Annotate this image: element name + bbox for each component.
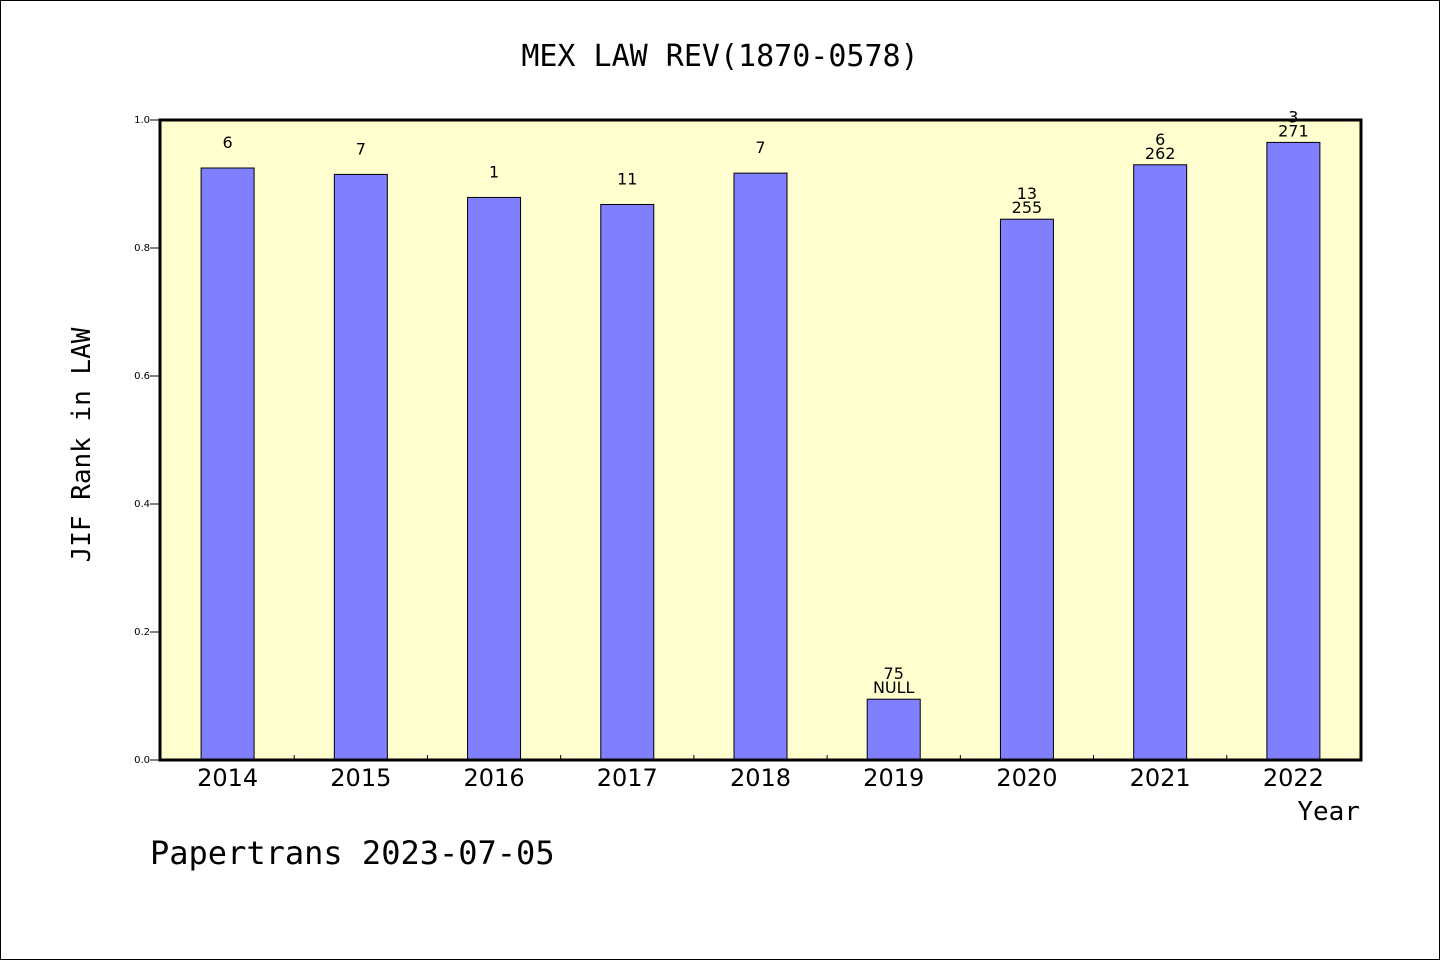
bars-group bbox=[200, 141, 1321, 761]
bar-2015 bbox=[333, 173, 388, 761]
bar-label-top-2016: 1 bbox=[489, 162, 499, 181]
x-tick-label-2016: 2016 bbox=[464, 764, 525, 792]
bar-2018 bbox=[733, 172, 788, 761]
x-tick-label-2021: 2021 bbox=[1130, 764, 1191, 792]
bar-label-bottom-2022: 271 bbox=[1278, 121, 1309, 140]
plot-border bbox=[158, 118, 1363, 762]
y-tick-label-0.8: 0.8 bbox=[134, 243, 150, 254]
x-tick-label-2015: 2015 bbox=[330, 764, 391, 792]
chart-title: MEX LAW REV(1870-0578) bbox=[521, 39, 918, 74]
y-axis: 0.0 0.2 0.4 0.6 0.8 1.0 bbox=[134, 115, 160, 766]
bar-label-bottom-2019: NULL bbox=[873, 678, 915, 697]
bar-2016 bbox=[467, 196, 522, 761]
bar-label-top-2018: 7 bbox=[755, 138, 765, 157]
bar-label-top-2014: 6 bbox=[223, 133, 233, 152]
bar-label-top-2022: 3 bbox=[1288, 107, 1298, 126]
bar-label-top-2021: 6 bbox=[1155, 130, 1165, 149]
bar-2019 bbox=[866, 698, 921, 761]
y-tick-label-0.6: 0.6 bbox=[134, 371, 150, 382]
x-tick-label-2014: 2014 bbox=[197, 764, 258, 792]
x-axis-label: Year bbox=[1297, 797, 1360, 827]
bar-2022 bbox=[1266, 141, 1321, 761]
y-tick-label-1.0: 1.0 bbox=[134, 115, 150, 126]
bar-label-bottom-2021: 262 bbox=[1145, 144, 1176, 163]
bar-label-top-2019: 75 bbox=[884, 664, 904, 683]
footer-credit: Papertrans 2023-07-05 bbox=[150, 834, 555, 872]
bar-2020 bbox=[999, 218, 1054, 761]
x-axis: 2014 2015 2016 2017 2018 2019 2020 2021 2022 bbox=[197, 755, 1324, 792]
bar-label-top-2015: 7 bbox=[356, 139, 366, 158]
bar-label-top-2020: 13 bbox=[1017, 184, 1037, 203]
y-tick-label-0.0: 0.0 bbox=[134, 755, 150, 766]
x-tick-label-2017: 2017 bbox=[597, 764, 658, 792]
bar-label-bottom-2020: 255 bbox=[1012, 198, 1043, 217]
x-tick-label-2022: 2022 bbox=[1263, 764, 1324, 792]
y-tick-label-0.2: 0.2 bbox=[134, 627, 150, 638]
x-tick-label-2018: 2018 bbox=[730, 764, 791, 792]
bar-2017 bbox=[600, 203, 655, 761]
x-tick-label-2019: 2019 bbox=[863, 764, 924, 792]
y-axis-label: JIF Rank in LAW bbox=[67, 327, 97, 562]
y-tick-label-0.4: 0.4 bbox=[134, 499, 150, 510]
bar-2021 bbox=[1133, 164, 1188, 761]
bar-2014 bbox=[200, 167, 255, 761]
x-tick-label-2020: 2020 bbox=[996, 764, 1057, 792]
bar-label-top-2017: 11 bbox=[617, 169, 637, 188]
